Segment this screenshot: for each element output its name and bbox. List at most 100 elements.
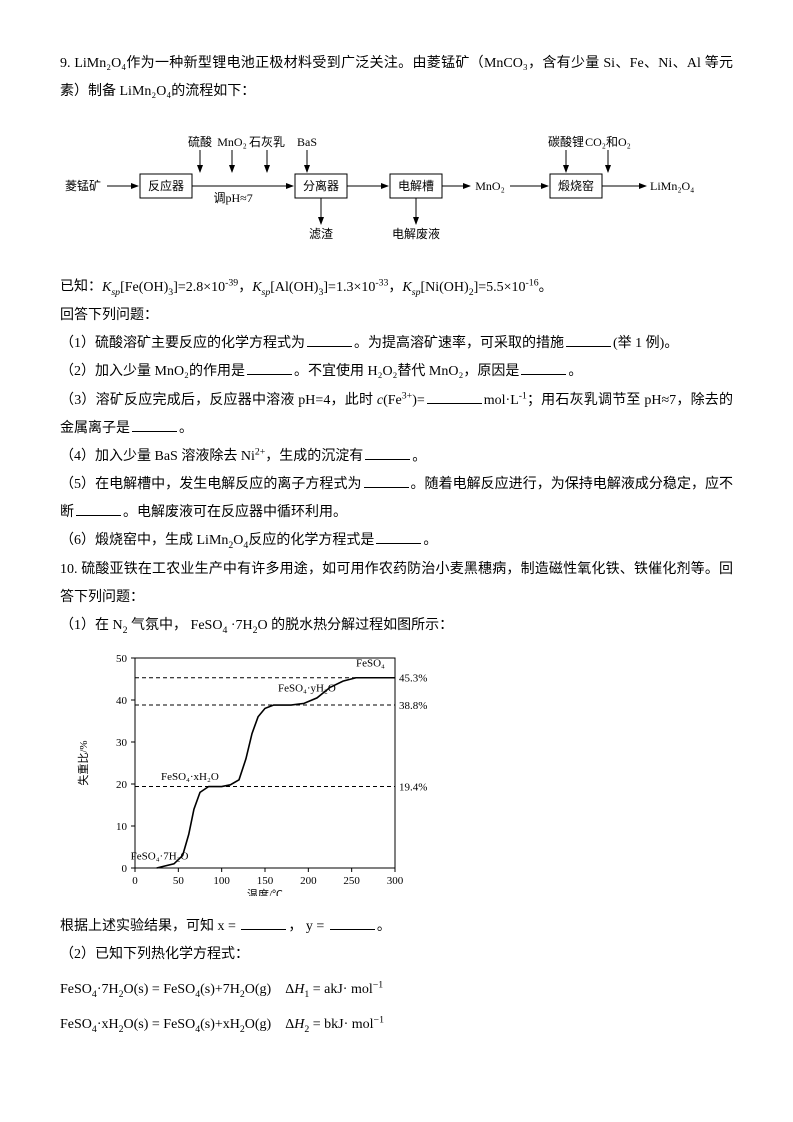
svg-text:石灰乳: 石灰乳 [249,135,285,149]
blank [307,332,352,347]
q9-p1a: （1）硫酸溶矿主要反应的化学方程式为 [60,336,305,351]
svg-text:40: 40 [116,695,128,707]
svg-text:150: 150 [257,875,274,887]
q9-p2: （2）加入少量 MnO₂的作用是 。不宜使用 H₂O₂替代 MnO₂，原因是 。 [60,358,733,386]
svg-text:碳酸锂: 碳酸锂 [548,134,584,149]
blank [364,473,409,488]
svg-text:电解废液: 电解废液 [392,226,440,241]
q9-p1b: 。为提高溶矿速率，可采取的措施 [354,336,564,351]
q9-p4-prefix: （4）加入少量 BaS 溶液除去 Ni2+，生成的沉淀有 [60,449,363,464]
q9-p1: （1）硫酸溶矿主要反应的化学方程式为 。为提高溶矿速率，可采取的措施 (举 1 例)… [60,330,733,358]
q10-p2: （2）已知下列热化学方程式： [60,941,733,969]
svg-text:滤渣: 滤渣 [309,227,333,241]
svg-text:100: 100 [213,875,230,887]
ksp2-val: [Al(OH)3]=1.3×10-33， [270,280,402,295]
chart-container: 0 10 20 30 40 50 0 50 100 150 200 250 300 温度/℃ 失重比/% 19… [60,646,733,907]
q9-p6b: 。 [423,533,437,548]
svg-text:200: 200 [300,875,317,887]
eq1-left: FeSO4·7H2O(s) = FeSO4(s)+7H2O(g) ΔH1 = a… [60,982,383,997]
svg-text:硫酸: 硫酸 [188,134,212,149]
svg-text:MnO₂: MnO₂ [475,179,505,193]
known-prefix: 已知： [60,280,102,295]
svg-text:BaS: BaS [297,135,317,149]
ksp1-val: [Fe(OH)3]=2.8×10-39， [120,280,252,295]
flow-diagram: 菱锰矿反应器硫酸MnO₂石灰乳BaS调pH≈7分离器滤渣电解槽电解废液MnO₂碳… [60,114,733,265]
q10-intro: 10. 硫酸亚铁在工农业生产中有许多用途，如可用作农药防治小麦黑穗病，制造磁性氧… [60,556,733,612]
ksp3: Ksp [402,280,420,295]
flow-svg: 菱锰矿反应器硫酸MnO₂石灰乳BaS调pH≈7分离器滤渣电解槽电解废液MnO₂碳… [60,114,700,254]
svg-text:0: 0 [132,875,138,887]
q9-intro-text: LiMn₂O₄作为一种新型锂电池正极材料受到广泛关注。由菱锰矿（MnCO₃，含有… [60,56,733,99]
q9-p3-prefix: （3）溶矿反应完成后，反应器中溶液 pH=4，此时 c(Fe3+)= [60,393,425,408]
q10-intro-text: 硫酸亚铁在工农业生产中有许多用途，如可用作农药防治小麦黑穗病，制造磁性氧化铁、铁… [60,562,733,605]
eq2: FeSO4·xH2O(s) = FeSO4(s)+xH2O(g) ΔH2 = b… [60,1010,733,1039]
svg-text:MnO₂: MnO₂ [217,135,247,149]
blank [365,445,410,460]
q9-p6: （6）煅烧窑中，生成 LiMn2O4反应的化学方程式是 。 [60,527,733,555]
q10-p1: （1）在 N2 气氛中， FeSO4 ·7H2O 的脱水热分解过程如图所示： [60,612,733,640]
svg-text:300: 300 [387,875,404,887]
ksp1: Ksp [102,280,120,295]
svg-text:失重比/%: 失重比/% [76,741,90,786]
svg-text:温度/℃: 温度/℃ [247,887,283,896]
q9-p5: （5）在电解槽中，发生电解反应的离子方程式为。随着电解反应进行，为保持电解液成分… [60,471,733,527]
q9-intro: 9. LiMn₂O₄作为一种新型锂电池正极材料受到广泛关注。由菱锰矿（MnCO₃… [60,50,733,106]
svg-text:反应器: 反应器 [148,178,184,193]
q10-p1qa: 根据上述实验结果，可知 x = [60,919,239,934]
svg-text:45.3%: 45.3% [399,673,427,685]
svg-text:38.8%: 38.8% [399,700,427,712]
q9-p2b: 。不宜使用 H₂O₂替代 MnO₂，原因是 [294,364,519,379]
svg-text:0: 0 [122,863,128,875]
blank [241,915,286,930]
q9-p4b: 。 [412,449,426,464]
blank [427,389,482,404]
q10-num: 10. [60,562,78,577]
eq2-left: FeSO4·xH2O(s) = FeSO4(s)+xH2O(g) ΔH2 = b… [60,1017,384,1032]
q9-p3c: 。 [179,421,193,436]
q10-p1qc: 。 [377,919,391,934]
q9-p5a: （5）在电解槽中，发生电解反应的离子方程式为 [60,477,362,492]
q9-p6-prefix: （6）煅烧窑中，生成 LiMn2O4反应的化学方程式是 [60,533,374,548]
svg-text:250: 250 [343,875,360,887]
svg-text:FeSO₄·xH₂O: FeSO₄·xH₂O [161,771,219,783]
blank [247,360,292,375]
svg-text:50: 50 [116,653,128,665]
q9-p2c: 。 [568,364,582,379]
q9-ans-header: 回答下列问题： [60,302,733,330]
ksp2: Ksp [252,280,270,295]
eq1: FeSO4·7H2O(s) = FeSO4(s)+7H2O(g) ΔH1 = a… [60,975,733,1004]
svg-text:19.4%: 19.4% [399,782,427,794]
svg-text:10: 10 [116,821,128,833]
svg-text:菱锰矿: 菱锰矿 [65,178,101,193]
svg-text:FeSO₄·yH₂O: FeSO₄·yH₂O [278,683,336,695]
svg-text:20: 20 [116,779,128,791]
svg-text:煅烧窑: 煅烧窑 [558,178,594,193]
blank [521,360,566,375]
blank [132,417,177,432]
q9-known: 已知：Ksp[Fe(OH)3]=2.8×10-39，Ksp[Al(OH)3]=1… [60,273,733,302]
svg-text:分离器: 分离器 [303,178,339,193]
q10-p1q: 根据上述实验结果，可知 x = ， y = 。 [60,913,733,941]
q9-p3: （3）溶矿反应完成后，反应器中溶液 pH=4，此时 c(Fe3+)=mol·L-… [60,386,733,443]
blank [566,332,611,347]
svg-text:FeSO₄: FeSO₄ [356,658,385,670]
ksp3-val: [Ni(OH)2]=5.5×10-16。 [420,280,552,295]
q9-p4: （4）加入少量 BaS 溶液除去 Ni2+，生成的沉淀有 。 [60,443,733,472]
blank [376,529,421,544]
q9-p2a: （2）加入少量 MnO₂的作用是 [60,364,245,379]
blank [330,915,375,930]
svg-text:30: 30 [116,737,128,749]
q10-p1qb: ， y = [288,919,327,934]
svg-text:电解槽: 电解槽 [398,179,434,193]
blank [76,501,121,516]
svg-text:LiMn₂O₄: LiMn₂O₄ [650,179,694,193]
q9-p1c: (举 1 例)。 [613,336,678,351]
q9-p5c: 。电解废液可在反应器中循环利用。 [123,505,347,520]
svg-text:调pH≈7: 调pH≈7 [214,191,253,205]
q10-p1-text: （1）在 N2 气氛中， FeSO4 ·7H2O 的脱水热分解过程如图所示： [60,618,453,633]
svg-text:50: 50 [173,875,185,887]
chart-svg: 0 10 20 30 40 50 0 50 100 150 200 250 300 温度/℃ 失重比/% 19… [60,646,460,896]
q9-num: 9. [60,56,71,71]
svg-text:CO₂和O₂: CO₂和O₂ [585,135,631,149]
svg-text:FeSO₄·7H₂O: FeSO₄·7H₂O [131,851,189,863]
